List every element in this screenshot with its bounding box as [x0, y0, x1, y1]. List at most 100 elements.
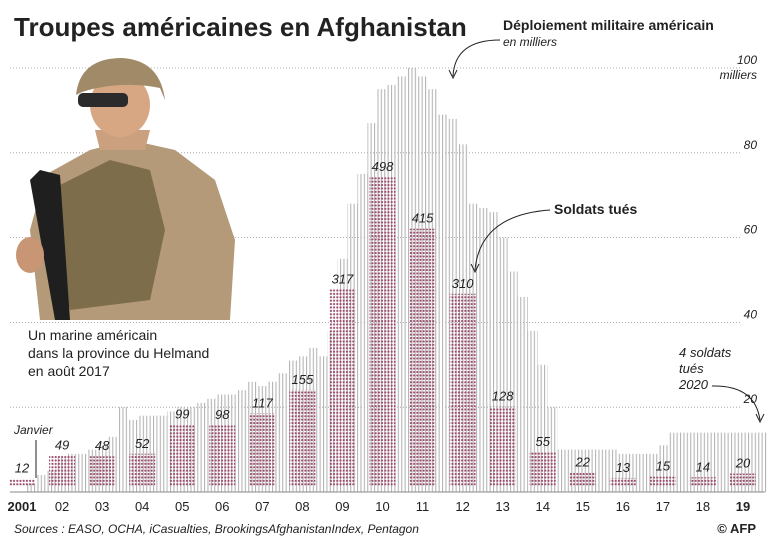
- troop-bar: [37, 475, 48, 492]
- annotation: soldats: [690, 345, 732, 360]
- data-label: 49: [55, 438, 69, 453]
- troop-bar: [237, 390, 248, 492]
- troop-bar: [727, 432, 738, 492]
- killed-stack: [209, 425, 236, 486]
- troop-bar: [737, 432, 748, 492]
- arrowhead: [470, 263, 480, 274]
- killed-stack: [129, 453, 156, 486]
- troop-bar: [537, 364, 548, 492]
- troop-bar: [557, 449, 568, 492]
- troop-bar: [597, 449, 608, 492]
- troop-bar: [527, 330, 538, 492]
- troop-bar: [617, 453, 628, 492]
- troop-bar: [607, 449, 618, 492]
- troop-bar: [397, 76, 408, 492]
- source: Sources : EASO, OCHA, iCasualties, Brook…: [14, 522, 419, 536]
- killed-stack: [9, 478, 36, 486]
- killed-stack: [689, 477, 716, 486]
- x-tick-label: 04: [135, 499, 149, 514]
- troop-bar: [497, 237, 508, 492]
- troop-bar: [697, 432, 708, 492]
- arrowhead: [448, 69, 458, 80]
- annotation: 2020: [678, 377, 709, 392]
- data-label: 415: [412, 211, 434, 226]
- data-label: 14: [696, 459, 710, 474]
- x-tick-label: 09: [335, 499, 349, 514]
- x-tick-label: 16: [616, 499, 630, 514]
- troop-bar: [747, 432, 758, 492]
- arrow: [452, 39, 501, 77]
- y-tick-label: 100: [737, 53, 757, 67]
- x-tick-label: 15: [576, 499, 590, 514]
- troop-bar: [587, 449, 598, 492]
- data-label: 52: [135, 436, 150, 451]
- troop-bar: [507, 271, 518, 492]
- subtitle: Déploiement militaire américain: [503, 17, 714, 33]
- troop-bar: [677, 432, 688, 492]
- killed-stack: [409, 228, 436, 486]
- data-label: 13: [616, 460, 631, 475]
- x-tick-label: 13: [495, 499, 509, 514]
- x-tick-label: 02: [55, 499, 69, 514]
- x-tick-label: 11: [416, 499, 430, 514]
- chart-title: Troupes américaines en Afghanistan: [14, 12, 467, 42]
- arrow: [711, 385, 761, 421]
- y-tick-label: 60: [744, 223, 758, 237]
- x-tick-label: 10: [375, 499, 389, 514]
- data-label: 22: [575, 454, 591, 469]
- data-label: 99: [175, 407, 189, 422]
- troop-bar: [637, 453, 648, 492]
- killed-stack: [49, 455, 76, 486]
- y-unit: milliers: [720, 68, 757, 82]
- killed-stack: [169, 424, 196, 486]
- arrowhead: [755, 413, 765, 424]
- annotation-value: 4: [679, 345, 686, 360]
- killed-stack: [249, 413, 276, 486]
- troop-bar: [277, 373, 288, 492]
- unit-note: en milliers: [503, 35, 557, 49]
- photo-caption: dans la province du Helmand: [28, 345, 209, 361]
- troop-bar: [517, 296, 528, 492]
- data-label: 155: [292, 372, 314, 387]
- x-tick-label: 14: [535, 499, 549, 514]
- data-label: 15: [656, 459, 671, 474]
- x-tick-label: 03: [95, 499, 109, 514]
- troop-bar: [657, 445, 668, 492]
- data-label: 128: [492, 389, 514, 404]
- data-label: 20: [735, 456, 751, 471]
- troop-bar: [317, 356, 328, 492]
- photo-caption: en août 2017: [28, 363, 110, 379]
- x-tick-label: 08: [295, 499, 309, 514]
- troop-bar: [667, 432, 678, 492]
- annotation: Janvier: [13, 423, 54, 437]
- killed-stack: [289, 389, 316, 486]
- data-label: 117: [252, 395, 273, 410]
- troop-bar: [757, 432, 768, 492]
- data-label: 48: [95, 438, 110, 453]
- x-tick-label: 05: [175, 499, 189, 514]
- killed-stack: [449, 293, 476, 486]
- data-label: 98: [215, 407, 230, 422]
- killed-stack: [729, 473, 756, 486]
- data-label: 12: [15, 461, 30, 476]
- y-tick-label: 80: [744, 138, 758, 152]
- x-tick-label: 2001: [8, 499, 37, 514]
- troop-bar: [717, 432, 728, 492]
- troop-bar: [357, 174, 368, 492]
- photo-caption: Un marine américain: [28, 327, 157, 343]
- data-label: 498: [372, 159, 394, 174]
- killed-stack: [489, 406, 516, 486]
- killed-stack: [89, 456, 116, 486]
- killed-stack: [329, 289, 356, 486]
- x-tick-label: 19: [736, 499, 750, 514]
- troop-bar: [117, 407, 128, 492]
- troop-bar: [627, 453, 638, 492]
- arrow: [474, 209, 551, 271]
- troop-bar: [707, 432, 718, 492]
- troop-bar: [577, 449, 588, 492]
- killed-legend: Soldats tués: [554, 201, 637, 217]
- troop-bar: [567, 449, 578, 492]
- troop-bar: [487, 212, 498, 492]
- x-tick-label: 17: [656, 499, 670, 514]
